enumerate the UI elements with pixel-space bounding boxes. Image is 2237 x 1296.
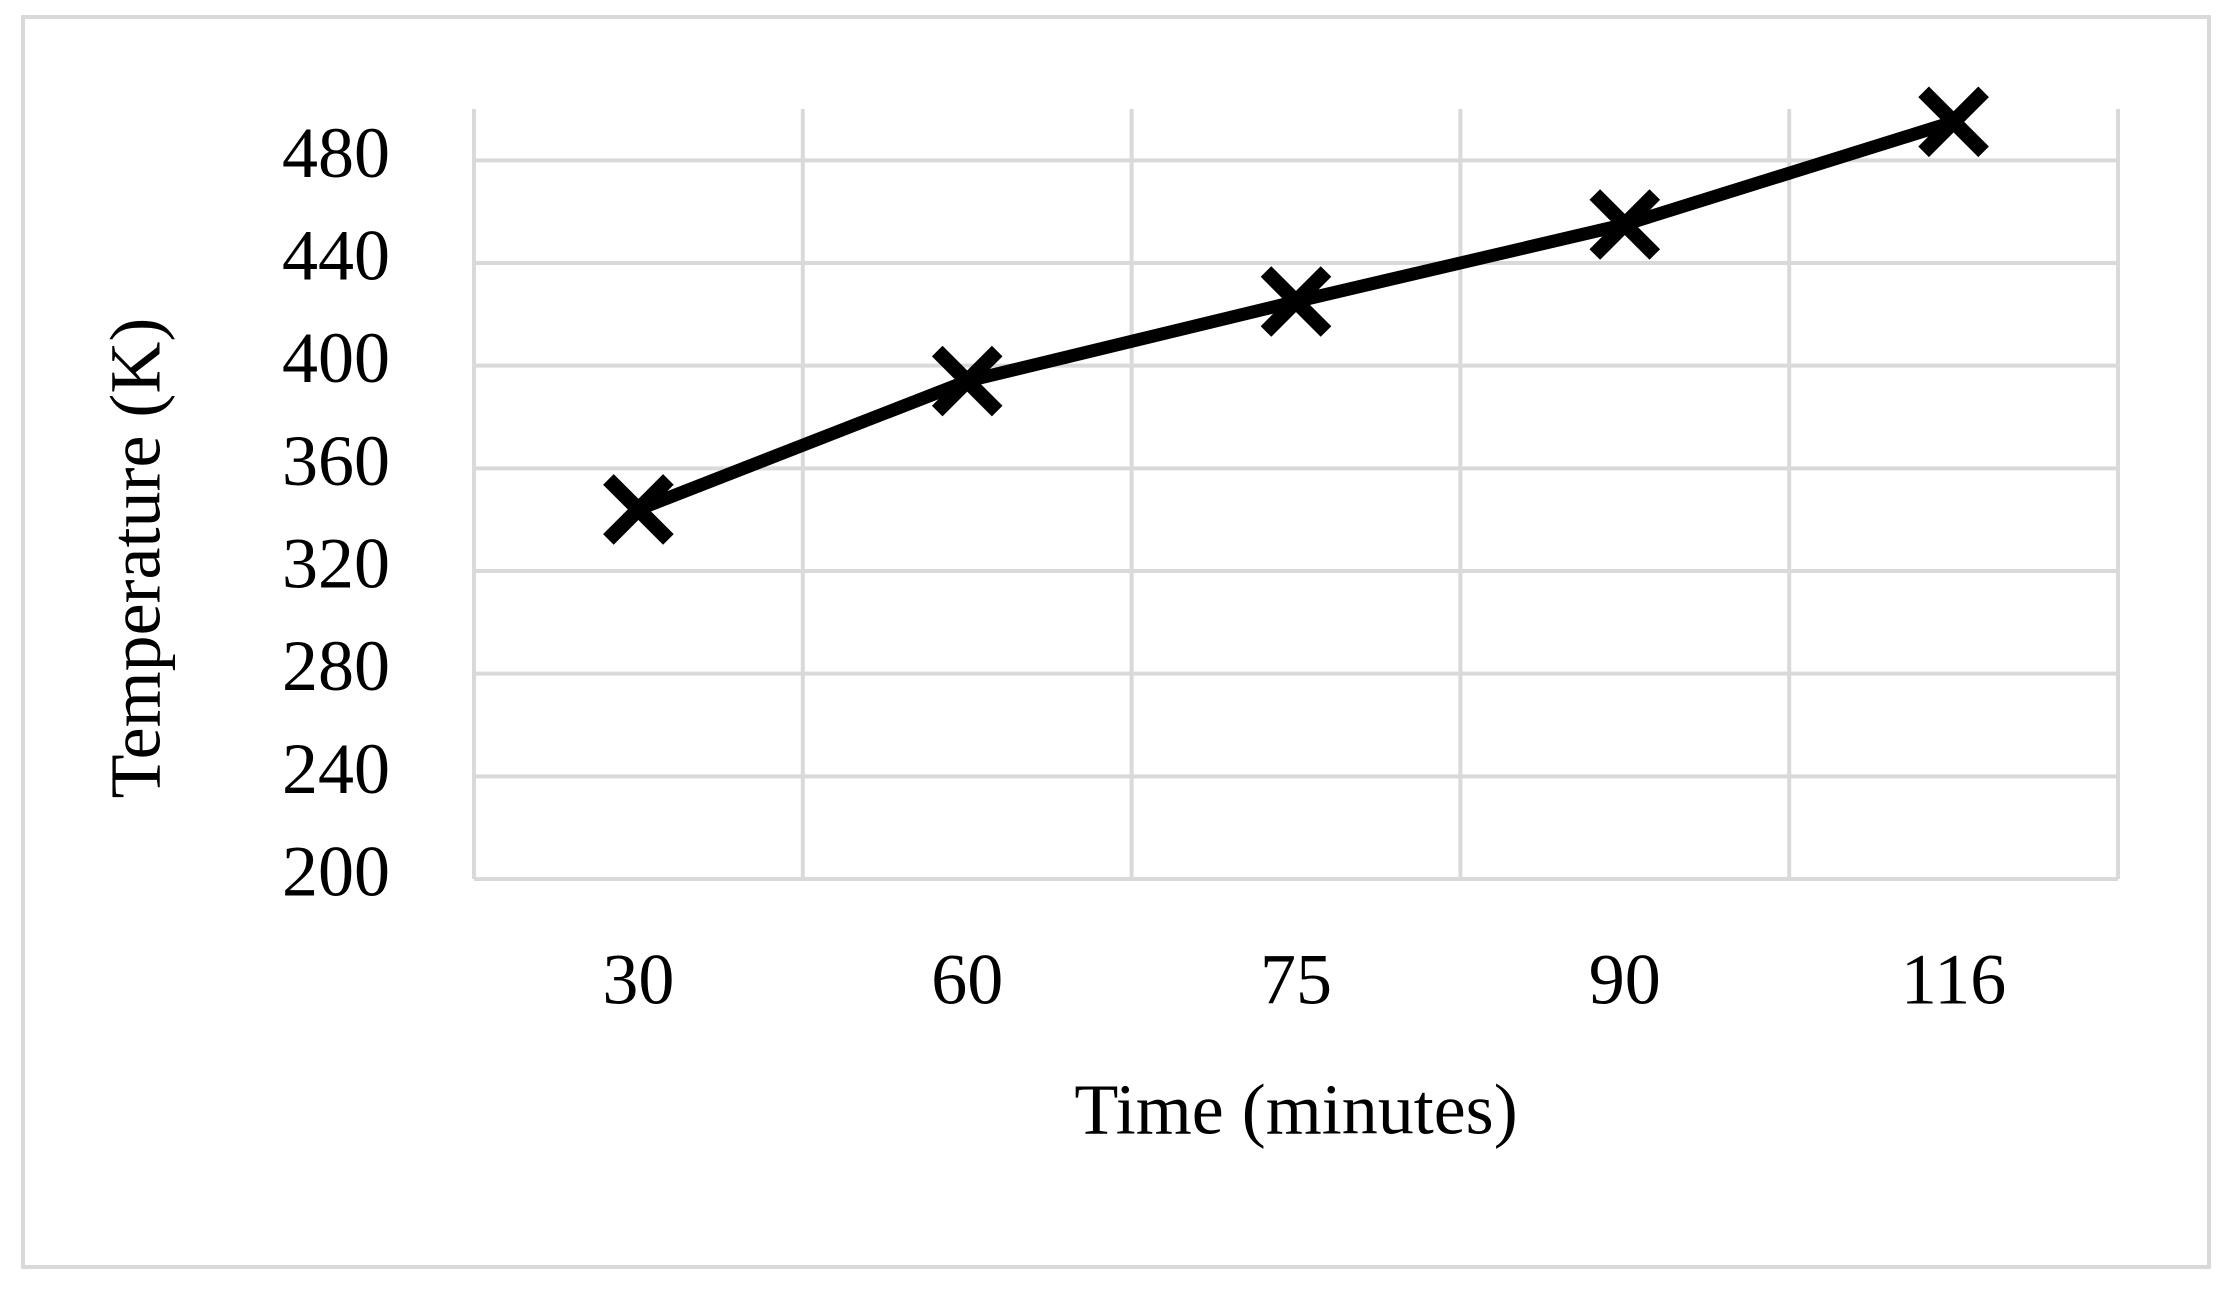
y-tick-label: 240 [282,729,390,809]
x-tick-label: 30 [602,940,674,1020]
data-marker [931,345,1003,417]
y-tick-label: 320 [282,524,390,604]
y-tick-label: 360 [282,421,390,501]
y-tick-label: 400 [282,318,390,398]
x-tick-label: 75 [1260,940,1332,1020]
y-tick-label: 200 [282,832,390,912]
y-tick-label: 480 [282,113,390,193]
x-tick-label: 60 [931,940,1003,1020]
y-axis-title: Temperature (K) [96,318,176,799]
x-tick-label: 90 [1589,940,1661,1020]
data-marker [1589,189,1661,260]
y-tick-label: 440 [282,216,390,296]
y-tick-label: 280 [282,626,390,706]
data-marker [603,474,674,545]
chart-border [21,15,2211,1269]
data-marker [1260,266,1332,337]
data-marker [1918,86,1989,158]
x-axis-title: Time (minutes) [1074,1070,1517,1150]
x-tick-label: 116 [1901,940,2006,1020]
